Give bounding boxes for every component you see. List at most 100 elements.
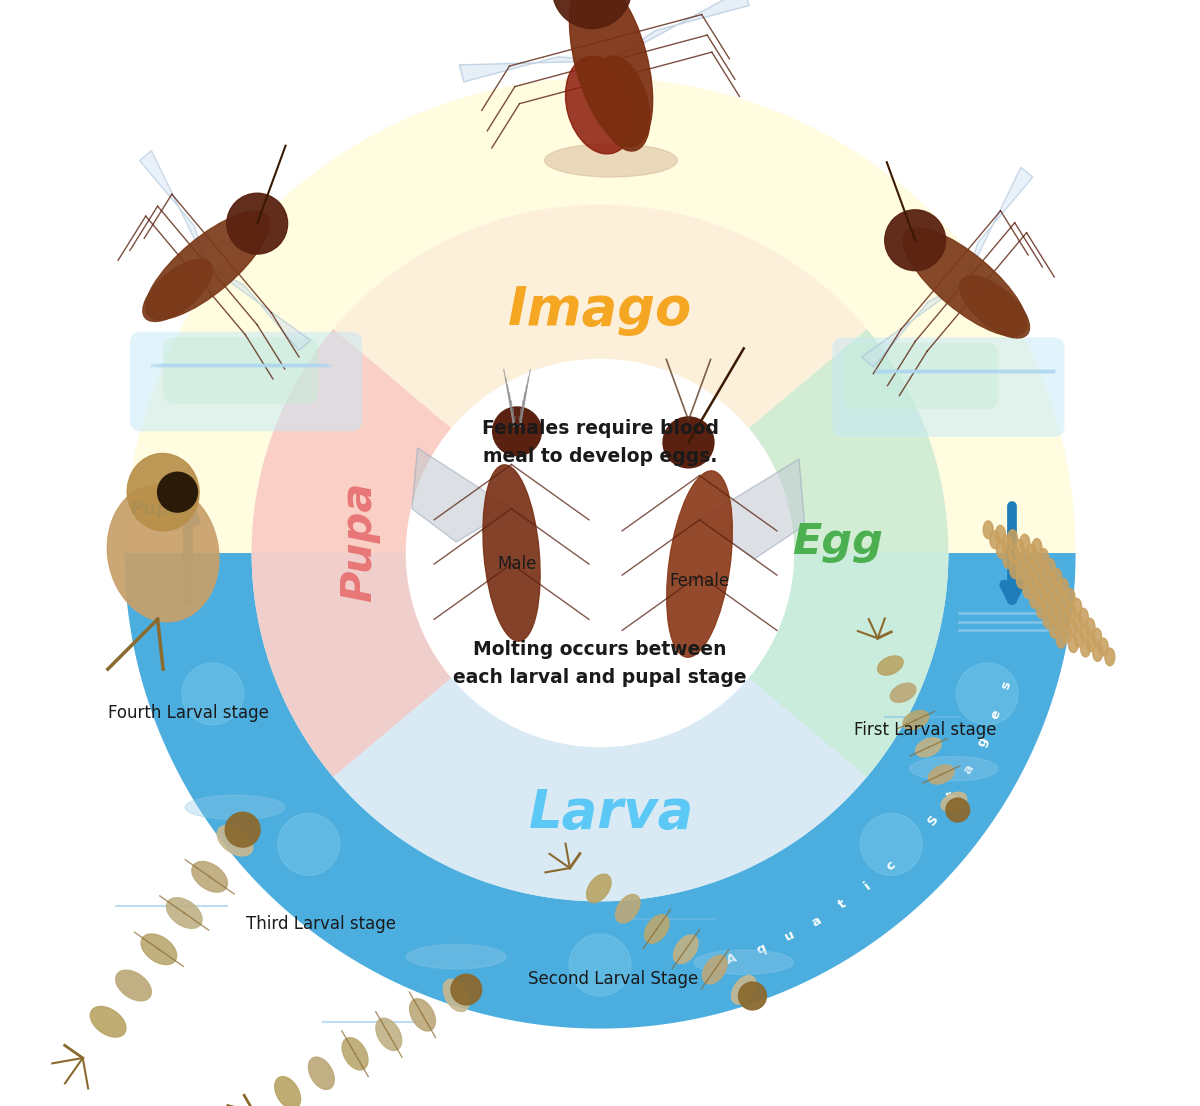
Polygon shape [965, 167, 1033, 282]
Ellipse shape [409, 999, 436, 1031]
Ellipse shape [910, 757, 998, 781]
Ellipse shape [275, 1076, 300, 1106]
Ellipse shape [1040, 580, 1051, 597]
Text: u: u [782, 928, 797, 943]
Text: t: t [944, 790, 959, 802]
Ellipse shape [1058, 578, 1068, 596]
Text: First Larval stage: First Larval stage [854, 721, 997, 739]
Ellipse shape [1030, 591, 1039, 608]
Ellipse shape [1002, 535, 1012, 553]
Ellipse shape [990, 531, 1000, 549]
Ellipse shape [1098, 638, 1109, 656]
Polygon shape [139, 150, 208, 265]
Ellipse shape [1037, 601, 1046, 618]
Text: Pupa: Pupa [338, 482, 380, 602]
Ellipse shape [1028, 575, 1038, 593]
Ellipse shape [1066, 588, 1075, 606]
Text: g: g [976, 735, 991, 750]
Ellipse shape [1022, 565, 1032, 583]
Ellipse shape [960, 275, 1030, 338]
Circle shape [451, 974, 481, 1005]
Ellipse shape [667, 471, 732, 657]
Text: c: c [883, 858, 899, 874]
Ellipse shape [904, 228, 1027, 336]
Text: Third Larval stage: Third Larval stage [246, 915, 396, 932]
Polygon shape [208, 265, 311, 351]
Ellipse shape [644, 915, 670, 943]
Ellipse shape [1073, 614, 1082, 632]
Polygon shape [252, 553, 948, 901]
Ellipse shape [1045, 559, 1055, 576]
Circle shape [182, 662, 244, 724]
Ellipse shape [407, 945, 506, 969]
Ellipse shape [929, 765, 954, 784]
Ellipse shape [1042, 595, 1052, 613]
Ellipse shape [1105, 648, 1115, 666]
Circle shape [407, 359, 793, 747]
Ellipse shape [1067, 619, 1078, 637]
Text: Second Larval Stage: Second Larval Stage [528, 970, 698, 988]
Circle shape [860, 813, 923, 875]
Polygon shape [600, 330, 948, 776]
Text: a: a [960, 762, 976, 776]
Ellipse shape [1043, 611, 1052, 628]
Ellipse shape [890, 684, 916, 702]
Ellipse shape [192, 862, 228, 893]
Ellipse shape [1079, 608, 1088, 626]
Ellipse shape [1003, 551, 1013, 568]
Ellipse shape [1033, 554, 1043, 572]
Polygon shape [412, 448, 511, 542]
Circle shape [956, 662, 1018, 724]
FancyBboxPatch shape [844, 343, 998, 409]
Ellipse shape [167, 898, 202, 928]
Ellipse shape [1027, 560, 1038, 577]
Polygon shape [460, 56, 611, 82]
Ellipse shape [443, 979, 469, 1012]
Polygon shape [862, 282, 965, 367]
Ellipse shape [142, 933, 176, 964]
Text: t: t [836, 897, 848, 911]
Ellipse shape [996, 541, 1007, 559]
Ellipse shape [217, 825, 253, 856]
FancyBboxPatch shape [130, 332, 362, 431]
Ellipse shape [983, 521, 994, 539]
FancyBboxPatch shape [163, 337, 318, 404]
Ellipse shape [1054, 599, 1064, 617]
Text: Egg: Egg [792, 521, 883, 563]
Ellipse shape [107, 484, 218, 622]
Circle shape [569, 933, 631, 995]
Ellipse shape [1049, 605, 1058, 623]
Text: Pupa: Pupa [130, 500, 181, 518]
Circle shape [157, 472, 198, 512]
Ellipse shape [732, 975, 756, 1004]
Ellipse shape [1009, 545, 1019, 563]
Ellipse shape [702, 956, 727, 984]
Ellipse shape [1050, 620, 1060, 638]
Circle shape [884, 210, 946, 271]
Ellipse shape [1034, 570, 1044, 587]
Ellipse shape [1014, 540, 1024, 557]
Ellipse shape [694, 950, 793, 974]
Ellipse shape [565, 56, 635, 154]
Circle shape [664, 417, 714, 468]
Circle shape [493, 407, 541, 456]
Ellipse shape [1015, 555, 1025, 573]
Ellipse shape [1062, 625, 1072, 643]
Text: S: S [925, 813, 941, 828]
Text: Larva: Larva [528, 786, 694, 839]
Ellipse shape [1074, 629, 1084, 647]
Ellipse shape [1026, 544, 1037, 562]
Ellipse shape [1021, 550, 1031, 567]
Ellipse shape [1093, 644, 1103, 661]
Ellipse shape [1072, 598, 1081, 616]
Ellipse shape [1039, 564, 1050, 582]
Ellipse shape [916, 738, 941, 757]
Ellipse shape [1024, 581, 1033, 598]
Text: Male: Male [497, 555, 536, 573]
Ellipse shape [308, 1057, 335, 1089]
Text: i: i [862, 879, 874, 893]
Ellipse shape [1056, 630, 1066, 648]
Circle shape [552, 0, 631, 29]
Circle shape [738, 982, 767, 1010]
Ellipse shape [1048, 589, 1057, 607]
